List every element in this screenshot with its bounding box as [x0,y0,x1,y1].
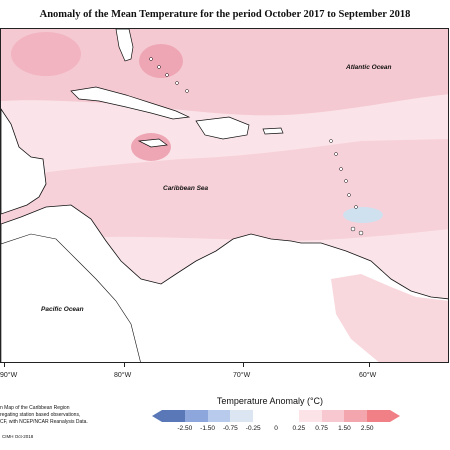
legend-swatch [207,410,231,422]
legend-swatch [184,410,208,422]
legend-arrow-left [152,410,162,422]
lon-tick [124,363,125,367]
lon-tick [369,363,370,367]
lon-label: 90°W [0,372,18,379]
lesser-antilles [329,139,364,236]
legend-tick-label: -0.75 [222,425,238,432]
legend-tick-label: 0.25 [292,425,306,432]
legend-color-bar [162,410,390,422]
legend-tick-label: 1.50 [338,425,351,432]
warm-anomaly-band-central [1,139,448,244]
jamaica-land [137,138,168,148]
legend-tick-label: 0.75 [315,425,328,432]
legend-tick-label: 2.50 [360,425,374,432]
caption-line: CF, with NCEP/NCAR Reanalysis Data. [0,419,88,425]
lon-tick [243,363,244,367]
caption-line: regating station based observations, [0,412,81,418]
credit-text: CIMH Oct-2018 [2,434,34,439]
legend-tick-label: -1.50 [200,425,216,432]
legend-arrow-right [390,410,400,422]
legend-swatch [275,410,299,422]
legend-tick-label: -2.50 [177,425,193,432]
pacific-region [1,233,141,362]
legend-tick-label: -0.25 [245,425,261,432]
lon-label: 70°W [233,372,251,379]
legend-swatch [344,410,368,422]
legend-swatch [367,410,390,422]
florida-land [115,29,134,62]
legend-swatch [298,410,322,422]
warm-spot-gulf [11,32,81,76]
legend-swatch [253,410,276,422]
puerto-rico-land [262,127,284,135]
cool-spot-antilles [343,207,383,223]
pacific-ocean-label: Pacific Ocean [41,306,84,313]
caribbean-sea-label: Caribbean Sea [163,185,209,192]
legend-tick-label: 0 [274,425,278,432]
legend-swatch [230,410,254,422]
warm-anomaly-land-ne [331,274,448,362]
lon-label: 80°W [114,372,132,379]
legend-swatch [321,410,345,422]
legend-swatch [162,410,185,422]
anomaly-map: Atlantic Ocean Caribbean Sea Pacific Oce… [0,28,449,363]
legend-title: Temperature Anomaly (°C) [216,396,324,406]
warm-spot-bahamas [139,44,183,78]
hispaniola-land [195,116,250,140]
lon-label: 60°W [359,372,377,379]
bahamas-islands [149,57,189,93]
lon-tick [4,363,5,367]
map-canvas [1,29,448,362]
cuba-land [70,86,191,120]
caption-line: n Map of the Caribbean Region [0,405,70,411]
atlantic-ocean-label: Atlantic Ocean [346,64,392,71]
map-title: Anomaly of the Mean Temperature for the … [39,9,411,20]
